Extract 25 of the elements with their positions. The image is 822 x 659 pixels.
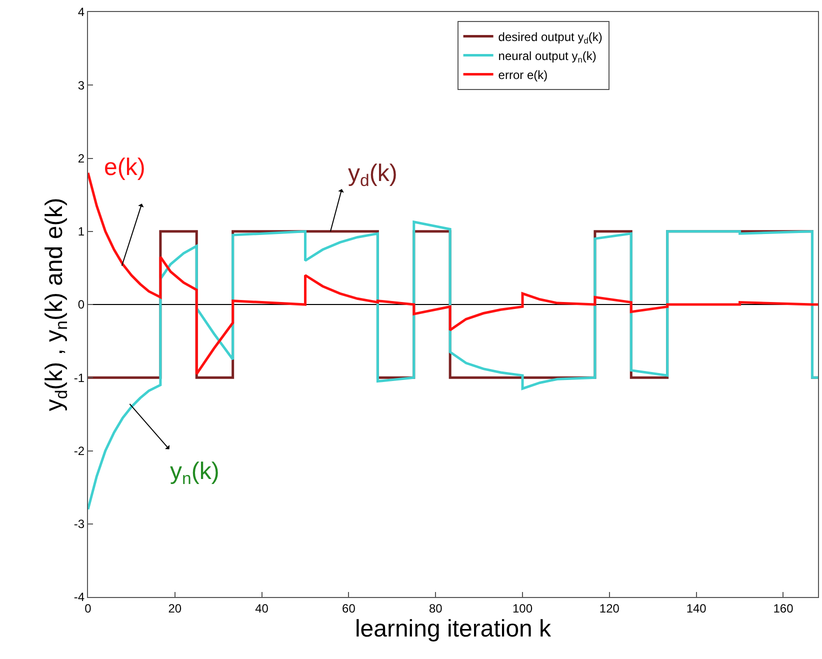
x-tick-label: 60 bbox=[342, 601, 356, 616]
x-tick-label: 20 bbox=[168, 601, 182, 616]
x-tick-label: 140 bbox=[686, 601, 707, 616]
x-axis-title: learning iteration k bbox=[354, 615, 552, 642]
line-series bbox=[88, 220, 818, 510]
y-tick-label: -3 bbox=[74, 517, 85, 532]
y-tick-label: 3 bbox=[78, 78, 85, 92]
y-tick-label: 2 bbox=[78, 151, 85, 166]
y-tick-label: 4 bbox=[78, 5, 85, 20]
x-tick-label: 100 bbox=[512, 601, 533, 616]
x-tick-label: 40 bbox=[255, 601, 269, 616]
legend-label: desired output y$_{d}$(k) bbox=[498, 30, 602, 46]
y-tick-label: -1 bbox=[74, 370, 85, 385]
legend-label: error e(k) bbox=[498, 68, 548, 82]
y-tick-label: -2 bbox=[74, 444, 85, 458]
x-tick-label: 120 bbox=[599, 601, 620, 616]
annotation: y$_{n}$(k) bbox=[170, 458, 220, 488]
y-tick-label: 1 bbox=[78, 224, 85, 239]
annotation: y$_{d}$(k) bbox=[348, 160, 398, 190]
y-tick-label: 0 bbox=[78, 298, 85, 312]
legend-label: neural output y$_{n}$(k) bbox=[498, 48, 596, 64]
x-tick-label: 160 bbox=[773, 601, 794, 616]
x-tick-label: 80 bbox=[428, 601, 443, 616]
y-tick-label: -4 bbox=[74, 590, 85, 604]
annotation: e(k) bbox=[104, 154, 146, 181]
